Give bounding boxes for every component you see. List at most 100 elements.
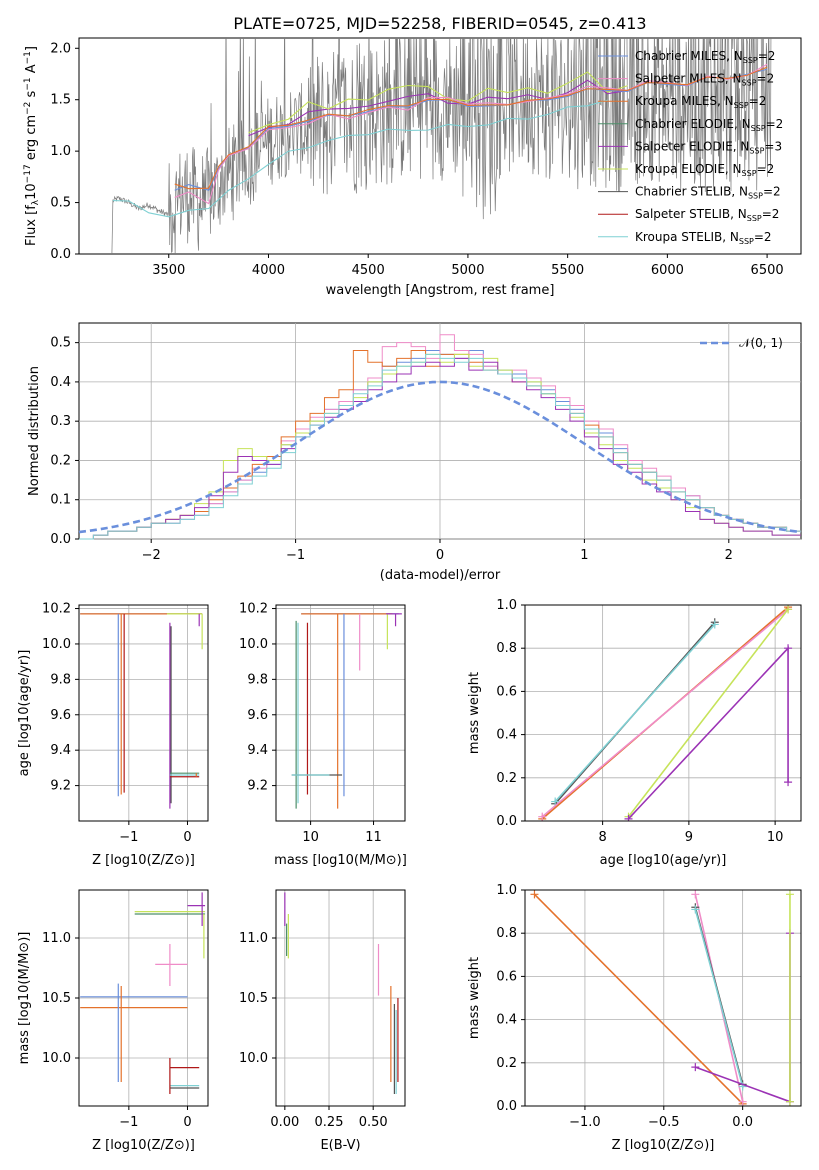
weight-line-salpeter-elodie: [627, 646, 789, 820]
panel-weight-vs-Z: −1.0 −0.5 0.0 0.0 0.2 0.4 0.6 0.8 1.0 Z [log10(Z/…: [467, 883, 802, 1153]
legend-nssp: =2: [763, 185, 781, 199]
panel-weight-vs-age: 8 9 10 0.0 0.2 0.4 0.6 0.8 1.0 age [log10(age/yr)…: [467, 598, 802, 868]
weight-marker: [784, 605, 793, 614]
spectrum-panel: 3500 4000 4500 5000 5500 6000 6500 0.0 0.5 1.0 1.5…: [23, 37, 802, 298]
weight-vs-Z-ytick-label: 0.2: [496, 1056, 517, 1071]
weight-vs-Z-frame: [524, 889, 802, 1107]
weight-vs-Z-marks: [530, 890, 794, 1106]
spectrum-ylabel: Flux [fλ10−17 erg cm−2 s−1 A−1]: [23, 46, 41, 246]
weight-vs-age-ytick-label: 1.0: [496, 598, 517, 613]
residual-ytick-label: 0.3: [50, 414, 71, 429]
age-vs-Z-ytick-label: 10.2: [42, 602, 71, 617]
residual-xtick-label: 1: [580, 548, 588, 563]
age-vs-Z-xtick-label: 0: [183, 830, 191, 845]
age-vs-mass-ytick-label: 9.6: [247, 708, 268, 723]
legend-model-name: Kroupa ELODIE, N: [635, 162, 742, 176]
mass-vs-Z-ylabel: mass [log10(M/M⊙)]: [17, 932, 32, 1065]
legend-label: Kroupa MILES, NSSP=2: [635, 94, 766, 110]
residual-ylabel: Normed distribution: [27, 366, 42, 496]
small-panels: −1 0 9.2 9.4 9.6 9.8 10.0 10.2 Z [log10(Z/Z⊙)] ag…: [17, 598, 802, 1153]
spectrum-xtick-label: 5000: [451, 263, 484, 278]
mass-vs-Z-xlabel: Z [log10(Z/Z⊙)]: [92, 1138, 195, 1153]
weight-vs-Z-xlabel: Z [log10(Z/Z⊙)]: [612, 1138, 715, 1153]
mass-vs-EBV-xtick-label: 0.25: [315, 1115, 344, 1130]
mass-vs-EBV-xtick-label: 0.50: [359, 1115, 388, 1130]
legend-label: Chabrier ELODIE, NSSP=2: [635, 117, 783, 133]
legend-nssp: =2: [766, 117, 784, 131]
spectrum-xtick-label: 3500: [152, 263, 185, 278]
weight-vs-Z-ytick-label: 0.6: [496, 969, 517, 984]
legend-subscript: SSP: [748, 192, 763, 201]
residual-xtick-label: −2: [142, 548, 161, 563]
spectrum-xtick-label: 4000: [252, 263, 285, 278]
mass-vs-Z-xtick-label: 0: [183, 1115, 191, 1130]
spectrum-ticks: 3500 4000 4500 5000 5500 6000 6500 0.0 0.5 1.0 1.5…: [50, 41, 783, 278]
age-vs-mass-xtick-label: 11: [365, 830, 382, 845]
age-vs-mass-xtick-label: 10: [302, 830, 319, 845]
spectrum-xlabel: wavelength [Angstrom, rest frame]: [326, 283, 555, 298]
weight-vs-Z-ylabel: mass weight: [467, 957, 482, 1039]
weight-marker: [691, 1063, 700, 1072]
spectrum-lines: [111, 38, 772, 254]
model-salpeter-elodie: [248, 79, 628, 137]
legend-label: Kroupa ELODIE, NSSP=2: [635, 162, 774, 178]
residual-legend: 𝒩(0, 1): [700, 336, 783, 350]
mass-vs-Z-ytick-label: 11.0: [42, 931, 71, 946]
legend-model-name: Kroupa MILES, N: [635, 94, 734, 108]
figure-title: PLATE=0725, MJD=52258, FIBERID=0545, z=0…: [233, 14, 646, 33]
legend-nssp: =3: [764, 139, 782, 153]
age-vs-mass-ytick-label: 10.0: [239, 637, 268, 652]
weight-vs-age-ytick-label: 0.2: [496, 771, 517, 786]
weight-line-kroupa-stelib: [554, 623, 716, 803]
weight-vs-age-ylabel: mass weight: [467, 672, 482, 754]
age-vs-mass-ytick-label: 9.8: [247, 672, 268, 687]
weight-vs-age-xtick-label: 8: [598, 830, 606, 845]
weight-marker: [738, 1097, 747, 1106]
mass-vs-Z-ytick-label: 10.5: [42, 991, 71, 1006]
age-vs-Z-xlabel: Z [log10(Z/Z⊙)]: [92, 853, 195, 868]
age-vs-Z-ytick-label: 9.2: [50, 779, 71, 794]
age-vs-mass-ytick-label: 9.2: [247, 779, 268, 794]
mass-vs-Z-xtick-label: −1: [119, 1115, 138, 1130]
age-vs-mass-xlabel: mass [log10(M/M⊙)]: [274, 853, 407, 868]
model-kroupa-stelib: [112, 99, 608, 218]
residual-ticks: −2 −1 0 1 2 0.0 0.1 0.2 0.3 0.4 0.5: [50, 336, 733, 563]
legend-subscript: SSP: [751, 124, 766, 133]
legend-label: Chabrier MILES, NSSP=2: [635, 49, 775, 65]
model-kroupa-miles: [174, 66, 768, 190]
weight-vs-age-ytick-label: 0.6: [496, 684, 517, 699]
weight-marker: [691, 890, 700, 899]
legend-nssp: =2: [754, 230, 772, 244]
legend-model-name: Chabrier STELIB, N: [635, 185, 748, 199]
weight-line-kroupa-elodie: [627, 608, 789, 818]
legend-nssp: =2: [757, 162, 775, 176]
age-vs-mass-marks: [291, 613, 402, 809]
legend-nssp: =2: [757, 72, 775, 86]
model-salpeter-miles: [174, 63, 768, 205]
legend-model-name: Salpeter ELODIE, N: [635, 139, 749, 153]
legend-model-name: Salpeter MILES, N: [635, 72, 742, 86]
weight-vs-Z-ytick-label: 0.4: [496, 1013, 517, 1028]
weight-marker: [785, 890, 794, 899]
age-vs-mass-frame: [275, 604, 406, 822]
panel-age-vs-mass: 10 11 9.2 9.4 9.6 9.8 10.0 10.2 mass [log10(M/M⊙…: [239, 602, 407, 868]
mass-vs-EBV-xtick-label: 0.00: [270, 1115, 299, 1130]
mass-vs-EBV-marks: [284, 892, 399, 1094]
residual-xtick-label: 0: [436, 548, 444, 563]
residual-xtick-label: 2: [725, 548, 733, 563]
weight-vs-age-xtick-label: 9: [685, 830, 693, 845]
model-kroupa-elodie: [248, 71, 628, 134]
legend-label: Chabrier STELIB, NSSP=2: [635, 185, 781, 201]
age-vs-mass-ytick-label: 9.4: [247, 743, 268, 758]
legend-subscript: SSP: [742, 169, 757, 178]
spectrum-series-group: [111, 38, 772, 254]
mass-vs-EBV-ytick-label: 10.5: [239, 991, 268, 1006]
spectrum-ytick-label: 0.5: [50, 196, 71, 211]
weight-vs-Z-xtick-label: −0.5: [648, 1115, 680, 1130]
weight-vs-Z-ytick-label: 0.8: [496, 926, 517, 941]
weight-vs-age-ytick-label: 0.4: [496, 728, 517, 743]
age-vs-Z-marks: [80, 613, 203, 809]
weight-marker: [784, 778, 793, 787]
weight-marker: [530, 890, 539, 899]
